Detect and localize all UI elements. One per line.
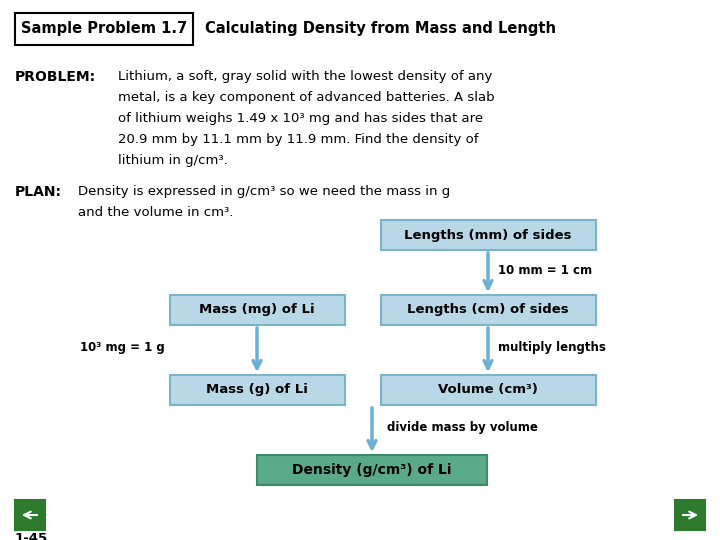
Text: Mass (mg) of Li: Mass (mg) of Li — [199, 303, 315, 316]
FancyBboxPatch shape — [169, 375, 344, 405]
Text: divide mass by volume: divide mass by volume — [387, 422, 538, 435]
Text: Sample Problem 1.7: Sample Problem 1.7 — [21, 22, 187, 37]
Text: lithium in g/cm³.: lithium in g/cm³. — [118, 154, 228, 167]
Text: and the volume in cm³.: and the volume in cm³. — [78, 206, 233, 219]
Text: Lengths (mm) of sides: Lengths (mm) of sides — [404, 228, 572, 241]
Text: Lengths (cm) of sides: Lengths (cm) of sides — [408, 303, 569, 316]
Text: Mass (g) of Li: Mass (g) of Li — [206, 383, 308, 396]
Text: Calculating Density from Mass and Length: Calculating Density from Mass and Length — [205, 22, 556, 37]
Text: 10³ mg = 1 g: 10³ mg = 1 g — [80, 341, 164, 354]
FancyBboxPatch shape — [169, 295, 344, 325]
Text: 1-45: 1-45 — [15, 532, 48, 540]
FancyBboxPatch shape — [15, 500, 45, 530]
Text: of lithium weighs 1.49 x 10³ mg and has sides that are: of lithium weighs 1.49 x 10³ mg and has … — [118, 112, 483, 125]
FancyBboxPatch shape — [675, 500, 705, 530]
Text: Density (g/cm³) of Li: Density (g/cm³) of Li — [292, 463, 451, 477]
FancyBboxPatch shape — [380, 375, 595, 405]
Text: metal, is a key component of advanced batteries. A slab: metal, is a key component of advanced ba… — [118, 91, 495, 104]
FancyBboxPatch shape — [15, 13, 193, 45]
FancyBboxPatch shape — [380, 295, 595, 325]
Text: PROBLEM:: PROBLEM: — [15, 70, 96, 84]
Text: Lithium, a soft, gray solid with the lowest density of any: Lithium, a soft, gray solid with the low… — [118, 70, 492, 83]
Text: Density is expressed in g/cm³ so we need the mass in g: Density is expressed in g/cm³ so we need… — [78, 185, 450, 198]
Text: multiply lengths: multiply lengths — [498, 341, 606, 354]
FancyBboxPatch shape — [257, 455, 487, 485]
Text: Volume (cm³): Volume (cm³) — [438, 383, 538, 396]
Text: 20.9 mm by 11.1 mm by 11.9 mm. Find the density of: 20.9 mm by 11.1 mm by 11.9 mm. Find the … — [118, 133, 479, 146]
FancyBboxPatch shape — [380, 220, 595, 250]
Text: 10 mm = 1 cm: 10 mm = 1 cm — [498, 264, 592, 277]
Text: PLAN:: PLAN: — [15, 185, 62, 199]
